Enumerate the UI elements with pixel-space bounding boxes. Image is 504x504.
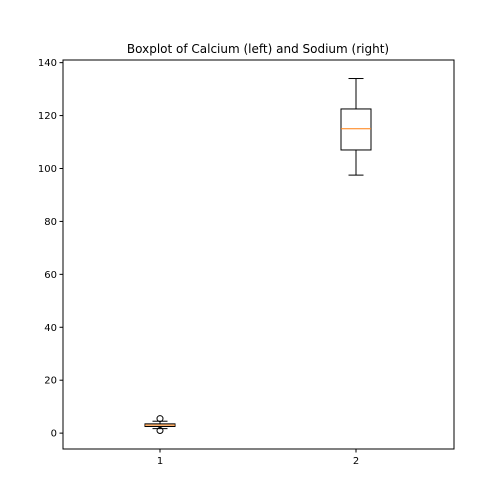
outlier-point — [156, 415, 164, 423]
outlier-point — [156, 426, 164, 434]
y-tick-label: 100 — [38, 164, 57, 175]
y-tick-label: 120 — [38, 111, 57, 122]
y-tick-label: 0 — [51, 429, 57, 440]
box-iqr — [340, 108, 372, 151]
x-tick-label: 2 — [353, 456, 359, 467]
y-tick-label: 20 — [44, 376, 57, 387]
y-tick-label: 140 — [38, 58, 57, 69]
y-axis: 0 20 40 60 80 100 120 140 — [38, 58, 63, 440]
chart-title: Boxplot of Calcium (left) and Sodium (ri… — [127, 42, 389, 56]
y-tick-label: 80 — [44, 217, 57, 228]
x-tick-label: 1 — [157, 456, 163, 467]
axes-frame — [62, 59, 455, 450]
y-tick-label: 60 — [44, 270, 57, 281]
box-group-1 — [144, 415, 176, 434]
y-tick-label: 40 — [44, 323, 57, 334]
plot-area — [144, 78, 372, 434]
box-group-2 — [340, 78, 372, 176]
